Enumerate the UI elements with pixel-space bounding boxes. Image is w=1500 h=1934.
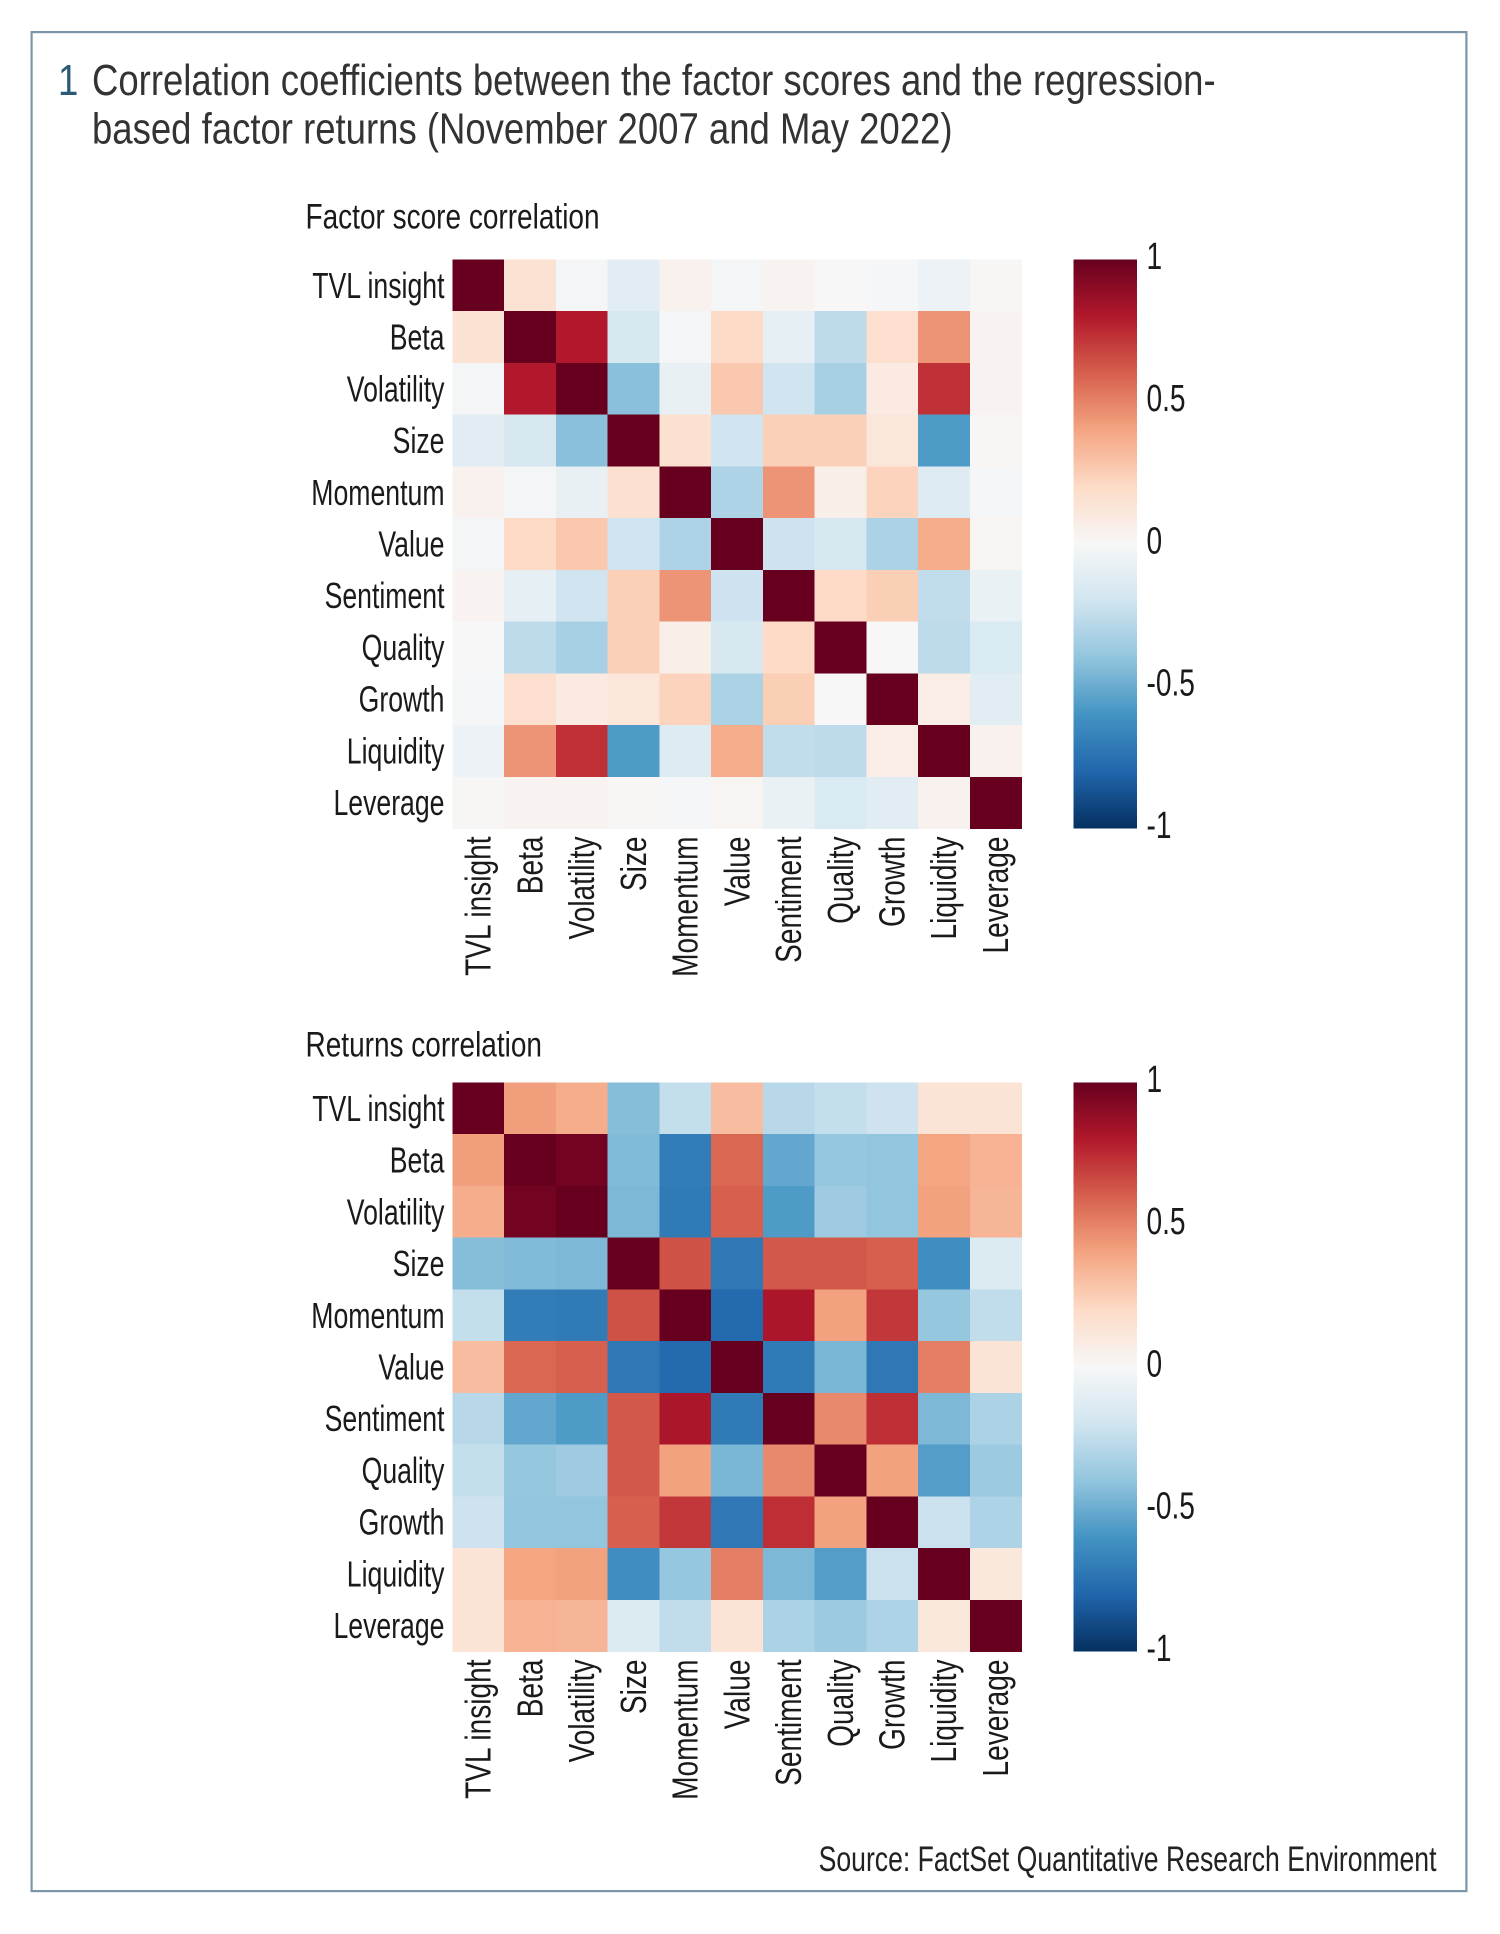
svg-text:-1: -1 <box>1147 1628 1172 1670</box>
svg-text:Liquidity: Liquidity <box>347 730 445 771</box>
svg-text:Sentiment: Sentiment <box>769 836 809 962</box>
svg-text:Returns correlation: Returns correlation <box>306 1024 543 1064</box>
svg-text:-0.5: -0.5 <box>1147 1486 1195 1528</box>
svg-text:Size: Size <box>393 420 445 461</box>
svg-text:Leverage: Leverage <box>333 782 444 823</box>
svg-text:Volatility: Volatility <box>347 368 445 409</box>
svg-text:Sentiment: Sentiment <box>325 1398 445 1439</box>
svg-text:Volatility: Volatility <box>347 1191 445 1232</box>
svg-text:1: 1 <box>58 55 78 105</box>
svg-text:Quality: Quality <box>820 1659 860 1747</box>
svg-text:Quality: Quality <box>362 627 445 668</box>
svg-text:Value: Value <box>378 524 444 565</box>
svg-text:Size: Size <box>393 1243 445 1284</box>
svg-text:Growth: Growth <box>872 1660 912 1750</box>
svg-text:Volatility: Volatility <box>562 1659 602 1763</box>
svg-text:TVL insight: TVL insight <box>312 265 444 306</box>
svg-text:Correlation coefficients betwe: Correlation coefficients between the fac… <box>92 55 1216 105</box>
svg-text:Leverage: Leverage <box>976 1660 1016 1777</box>
svg-text:1: 1 <box>1147 236 1163 278</box>
svg-text:Sentiment: Sentiment <box>325 575 445 616</box>
svg-text:Growth: Growth <box>872 837 912 927</box>
svg-text:Factor score correlation: Factor score correlation <box>306 196 600 236</box>
svg-text:Liquidity: Liquidity <box>347 1553 445 1594</box>
svg-text:TVL insight: TVL insight <box>458 1659 498 1798</box>
svg-text:Growth: Growth <box>359 1502 445 1543</box>
svg-text:Value: Value <box>378 1347 444 1388</box>
svg-text:Leverage: Leverage <box>976 837 1016 954</box>
svg-text:0: 0 <box>1147 520 1163 562</box>
svg-text:Liquidity: Liquidity <box>924 836 964 940</box>
svg-text:Size: Size <box>613 1660 653 1715</box>
svg-text:-0.5: -0.5 <box>1147 663 1195 705</box>
svg-text:0.5: 0.5 <box>1147 378 1186 420</box>
svg-text:Momentum: Momentum <box>311 472 444 513</box>
svg-text:0.5: 0.5 <box>1147 1201 1186 1243</box>
svg-text:TVL insight: TVL insight <box>458 836 498 975</box>
svg-text:Quality: Quality <box>820 836 860 924</box>
svg-text:Beta: Beta <box>390 1140 445 1181</box>
svg-text:-1: -1 <box>1147 805 1172 847</box>
svg-text:Volatility: Volatility <box>562 836 602 940</box>
svg-text:Liquidity: Liquidity <box>924 1659 964 1763</box>
svg-text:based factor returns (November: based factor returns (November 2007 and … <box>92 103 952 153</box>
svg-text:Source: FactSet Quantitative R: Source: FactSet Quantitative Research En… <box>819 1839 1437 1878</box>
svg-text:TVL insight: TVL insight <box>312 1088 444 1129</box>
svg-text:Momentum: Momentum <box>665 1660 705 1800</box>
svg-text:1: 1 <box>1147 1059 1163 1101</box>
svg-text:Leverage: Leverage <box>333 1605 444 1646</box>
svg-text:Momentum: Momentum <box>311 1295 444 1336</box>
svg-text:Beta: Beta <box>390 317 445 358</box>
svg-text:Quality: Quality <box>362 1450 445 1491</box>
svg-text:Momentum: Momentum <box>665 837 705 977</box>
svg-text:Sentiment: Sentiment <box>769 1659 809 1785</box>
svg-text:Value: Value <box>717 1660 757 1730</box>
svg-text:Value: Value <box>717 837 757 907</box>
svg-text:Size: Size <box>613 837 653 892</box>
svg-text:Beta: Beta <box>510 1659 550 1717</box>
svg-text:Beta: Beta <box>510 836 550 894</box>
svg-text:Growth: Growth <box>359 679 445 720</box>
svg-text:0: 0 <box>1147 1343 1163 1385</box>
